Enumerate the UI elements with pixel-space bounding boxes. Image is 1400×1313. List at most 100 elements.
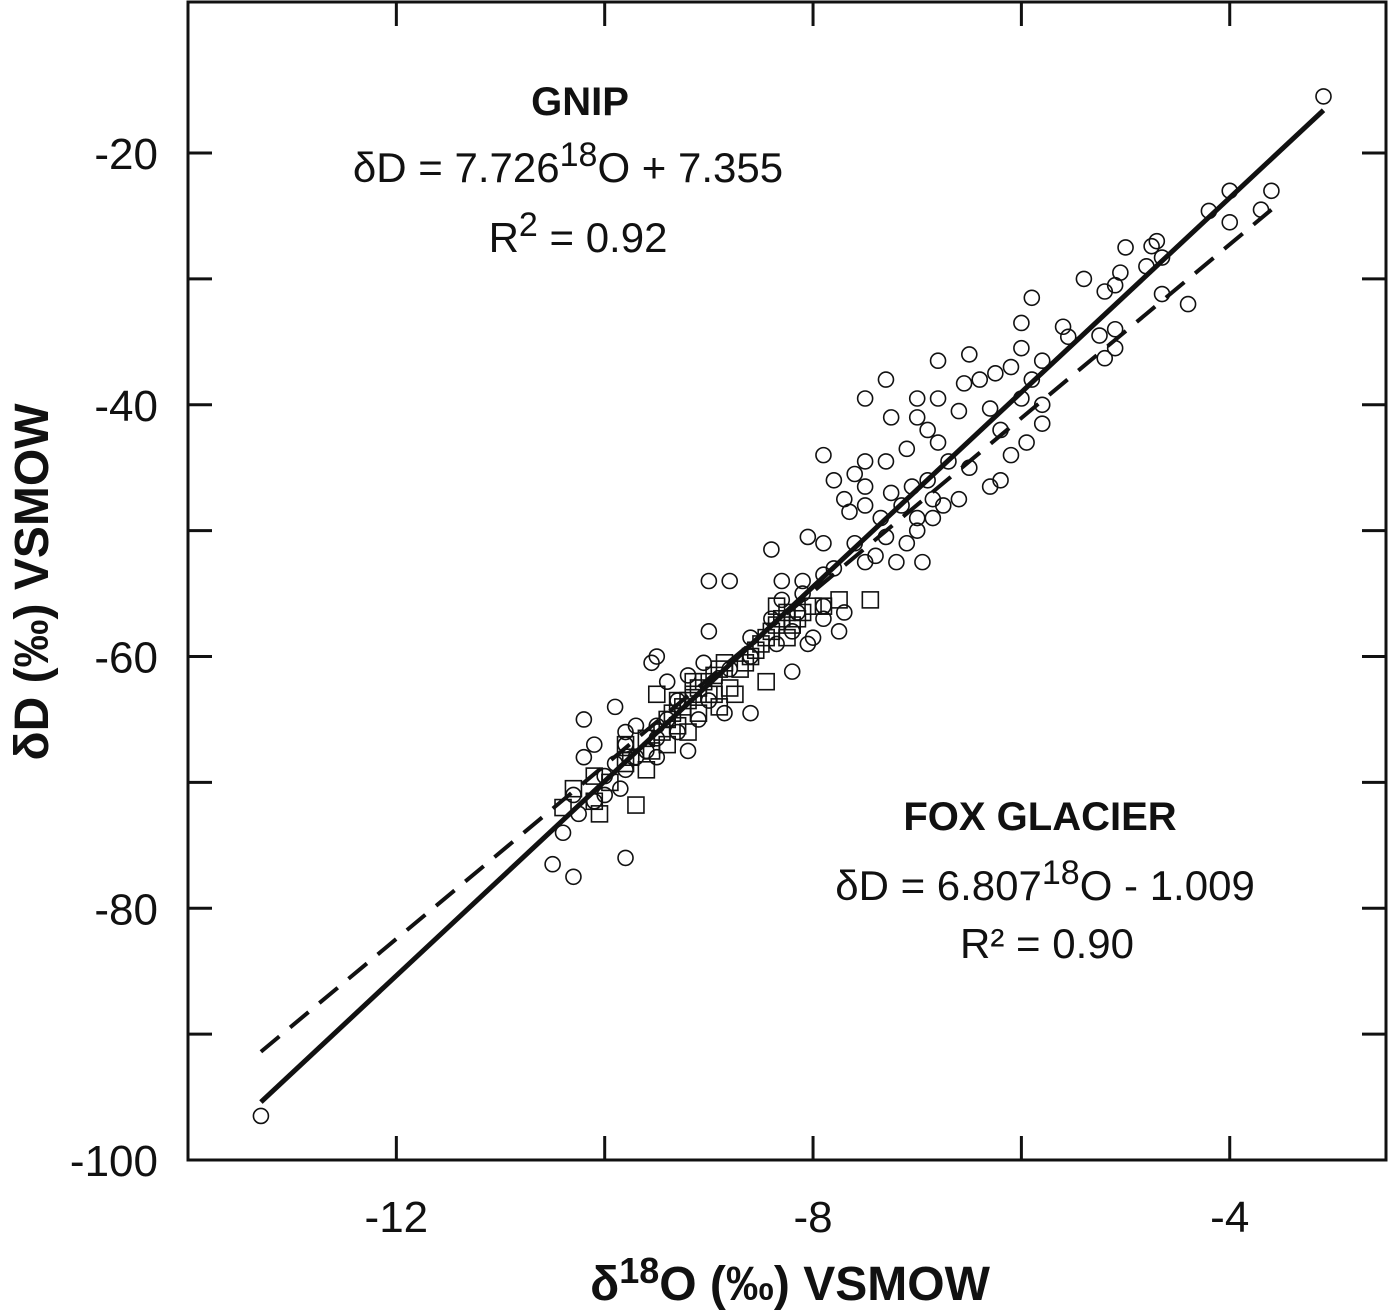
circle-point (908, 522, 926, 539)
plot-frame (186, 0, 1388, 1162)
x-tick-label: -8 (793, 1193, 832, 1242)
circle-point (1263, 182, 1280, 200)
square-point (684, 672, 703, 691)
axis-ticks (186, 2, 1386, 1162)
circle-point (1018, 434, 1035, 451)
gnip-eq-post: O + 7.355 (597, 144, 783, 191)
fox-eq-pre: δD = 6.807 (835, 862, 1042, 909)
circle-point (981, 400, 999, 417)
square-point (741, 647, 760, 666)
plot-border (186, 0, 1388, 1162)
circle-point (856, 390, 874, 407)
circle-point (773, 572, 791, 590)
circle-point (1117, 239, 1134, 256)
circle-point (648, 648, 666, 665)
square-point (658, 735, 677, 754)
fox-r2: R² = 0.90 (960, 920, 1134, 967)
square-point (668, 691, 687, 710)
circle-point (1179, 295, 1197, 313)
y-tick-label: -40 (94, 382, 158, 431)
gnip-r2-sup: 2 (519, 206, 538, 244)
circle-point (575, 748, 593, 766)
circle-point (882, 409, 900, 426)
circle-point (763, 541, 780, 558)
circle-point (716, 704, 733, 722)
y-tick-label: -60 (94, 634, 158, 683)
circle-point (924, 509, 942, 527)
circle-point (950, 490, 968, 508)
circle-point (606, 698, 624, 716)
y-tick-label: -20 (94, 130, 158, 179)
fox-eq-post: O - 1.009 (1080, 862, 1255, 909)
circle-point (1023, 371, 1041, 388)
circle-point (835, 604, 853, 621)
x-axis-title-main: δ (590, 1258, 619, 1311)
square-point (679, 723, 697, 741)
square-point (590, 805, 609, 823)
fox-title: FOX GLACIER (903, 795, 1176, 839)
square-point (788, 609, 807, 628)
square-point (778, 628, 796, 647)
square-point (616, 754, 635, 773)
circle-point (981, 478, 999, 495)
circle-point (919, 472, 936, 489)
circle-point (877, 371, 895, 388)
circle-point (815, 534, 832, 552)
fox-glacier-regression-line (259, 208, 1273, 1054)
x-axis-title-sup: 18 (619, 1250, 659, 1291)
circle-point (888, 553, 905, 571)
gnip-eq-sup: 18 (560, 136, 598, 174)
circle-point (955, 375, 973, 392)
circle-point (908, 409, 926, 426)
circle-point (1023, 289, 1041, 307)
circle-point (617, 723, 634, 741)
circle-point (700, 572, 718, 590)
circle-point (1075, 270, 1093, 288)
x-tick-label: -4 (1210, 1193, 1249, 1242)
circle-point (841, 503, 858, 521)
regression-lines (259, 108, 1326, 1104)
circle-point (617, 849, 634, 867)
circle-point (648, 748, 666, 766)
circle-point (898, 440, 916, 458)
square-point (705, 666, 723, 685)
fox-equation: δD = 6.80718O - 1.009 (835, 854, 1255, 909)
circle-point (929, 390, 947, 407)
circle-point (700, 623, 718, 640)
y-tick-label: -80 (94, 885, 158, 934)
circle-point (815, 446, 832, 464)
x-axis-title: δ18O (‰) VSMOW (590, 1250, 990, 1311)
circle-point (1054, 318, 1072, 336)
square-point (689, 704, 708, 722)
gnip-equation: δD = 7.72618O + 7.355 (353, 136, 783, 191)
square-point (804, 597, 822, 615)
circle-point (799, 635, 817, 653)
circle-point (658, 673, 676, 690)
circle-point (856, 453, 874, 470)
circle-point (846, 465, 864, 483)
circle-point (815, 610, 832, 628)
square-point (647, 685, 666, 704)
square-point (668, 716, 687, 735)
circle-point (919, 421, 936, 439)
circle-point (893, 497, 910, 514)
circle-point (1315, 88, 1332, 105)
circle-point (679, 742, 697, 760)
circle-point (612, 780, 629, 797)
circle-point (575, 711, 593, 728)
circle-point (1096, 283, 1114, 300)
y-axis-title: δD (‰) VSMOW (6, 403, 59, 761)
circle-point (1033, 352, 1051, 370)
gnip-r2-base: R (489, 214, 519, 261)
circle-point (971, 371, 989, 388)
square-point (778, 603, 796, 622)
circle-point (929, 352, 947, 370)
circle-point (825, 472, 843, 489)
circle-point (544, 855, 561, 873)
square-point (616, 735, 635, 754)
circle-point (877, 453, 895, 470)
square-point (783, 616, 802, 634)
circle-point (1143, 237, 1160, 255)
circle-point (856, 553, 874, 571)
square-point (757, 672, 775, 691)
